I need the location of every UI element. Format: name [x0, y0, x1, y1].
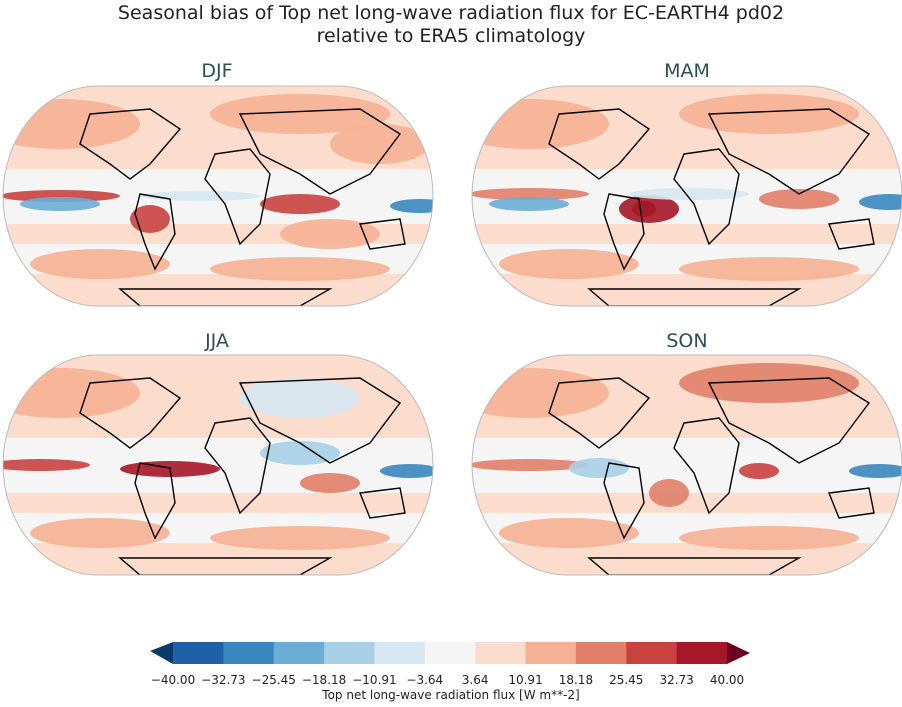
colorbar-tick-label: −40.00	[150, 673, 196, 687]
colorbar-segment	[374, 642, 426, 664]
bias-region	[679, 94, 859, 134]
colorbar-tick-label: 32.73	[659, 673, 694, 687]
title-line-1: Seasonal bias of Top net long-wave radia…	[117, 2, 785, 24]
bias-region	[140, 191, 260, 201]
colorbar-tick-label: −25.45	[251, 673, 296, 687]
bias-region	[499, 518, 639, 548]
bias-region	[260, 441, 340, 465]
bias-field	[3, 355, 433, 575]
bias-region	[679, 526, 859, 550]
bias-region	[300, 473, 360, 493]
colorbar-extend-high	[727, 642, 750, 664]
bias-field	[3, 86, 433, 306]
colorbar-segment	[525, 642, 577, 664]
panel-title-djf: DJF	[201, 60, 233, 82]
colorbar-segment	[424, 642, 476, 664]
panel-title-jja: JJA	[205, 330, 229, 352]
colorbar-tick-label: −3.64	[406, 673, 444, 687]
bias-region	[859, 194, 902, 210]
bias-region	[632, 201, 656, 217]
colorbar-segment	[575, 642, 627, 664]
bias-region	[489, 197, 569, 211]
bias-region	[3, 190, 120, 202]
colorbar-segment	[173, 642, 224, 664]
colorbar-segment	[475, 642, 527, 664]
bias-region	[210, 257, 390, 281]
bias-region	[260, 194, 340, 214]
colorbar-tick-label: −10.91	[352, 673, 397, 687]
bias-region	[30, 249, 170, 279]
colorbar-label: Top net long-wave radiation flux [W m**-…	[322, 688, 580, 702]
coastlines	[79, 377, 406, 575]
bias-region	[240, 378, 360, 418]
colorbar-tick-label: 3.64	[461, 673, 489, 687]
colorbar-segment	[676, 642, 728, 664]
colorbar-tick-label: 40.00	[709, 673, 745, 687]
bias-region	[210, 94, 390, 134]
title-line-2: relative to ERA5 climatology	[316, 25, 586, 47]
bias-region	[849, 464, 902, 478]
bias-region	[569, 458, 629, 478]
bias-region	[739, 463, 779, 479]
bias-region	[679, 363, 859, 403]
bias-region	[30, 518, 170, 548]
map-djf	[2, 85, 434, 307]
coastlines	[548, 377, 875, 575]
bias-region	[679, 257, 859, 281]
colorbar-segment	[223, 642, 275, 664]
colorbar-extend-low	[150, 642, 173, 664]
bias-region	[280, 219, 380, 249]
map-son	[471, 354, 902, 576]
colorbar-tick-label: −18.18	[301, 673, 347, 687]
coastlines	[548, 108, 875, 306]
bias-region	[20, 197, 100, 211]
colorbar-segment	[626, 642, 678, 664]
bias-region	[472, 459, 589, 471]
bias-region	[3, 459, 90, 471]
panel-title-mam: MAM	[664, 60, 710, 82]
map-jja	[2, 354, 434, 576]
bias-region	[759, 189, 839, 209]
colorbar-tick-label: 18.18	[558, 673, 594, 687]
map-mam	[471, 85, 902, 307]
bias-region	[629, 188, 749, 200]
bias-region	[649, 479, 689, 507]
figure-title: Seasonal bias of Top net long-wave radia…	[0, 2, 902, 48]
colorbar-tick-label: 25.45	[609, 673, 644, 687]
bias-field	[472, 86, 902, 306]
bias-region	[472, 188, 589, 200]
bias-region	[499, 249, 639, 279]
bias-region	[330, 124, 430, 164]
colorbar-segment	[324, 642, 375, 664]
bias-region	[210, 526, 390, 550]
bias-region	[390, 199, 433, 213]
colorbar	[150, 642, 750, 664]
coastlines	[79, 108, 406, 306]
bias-region	[380, 464, 433, 478]
colorbar-segment	[273, 642, 325, 664]
bias-field	[472, 355, 902, 575]
bias-region	[130, 205, 170, 233]
panel-title-son: SON	[666, 330, 708, 352]
colorbar-tick-label: 10.91	[508, 673, 543, 687]
colorbar-tick-label: −32.73	[201, 673, 246, 687]
